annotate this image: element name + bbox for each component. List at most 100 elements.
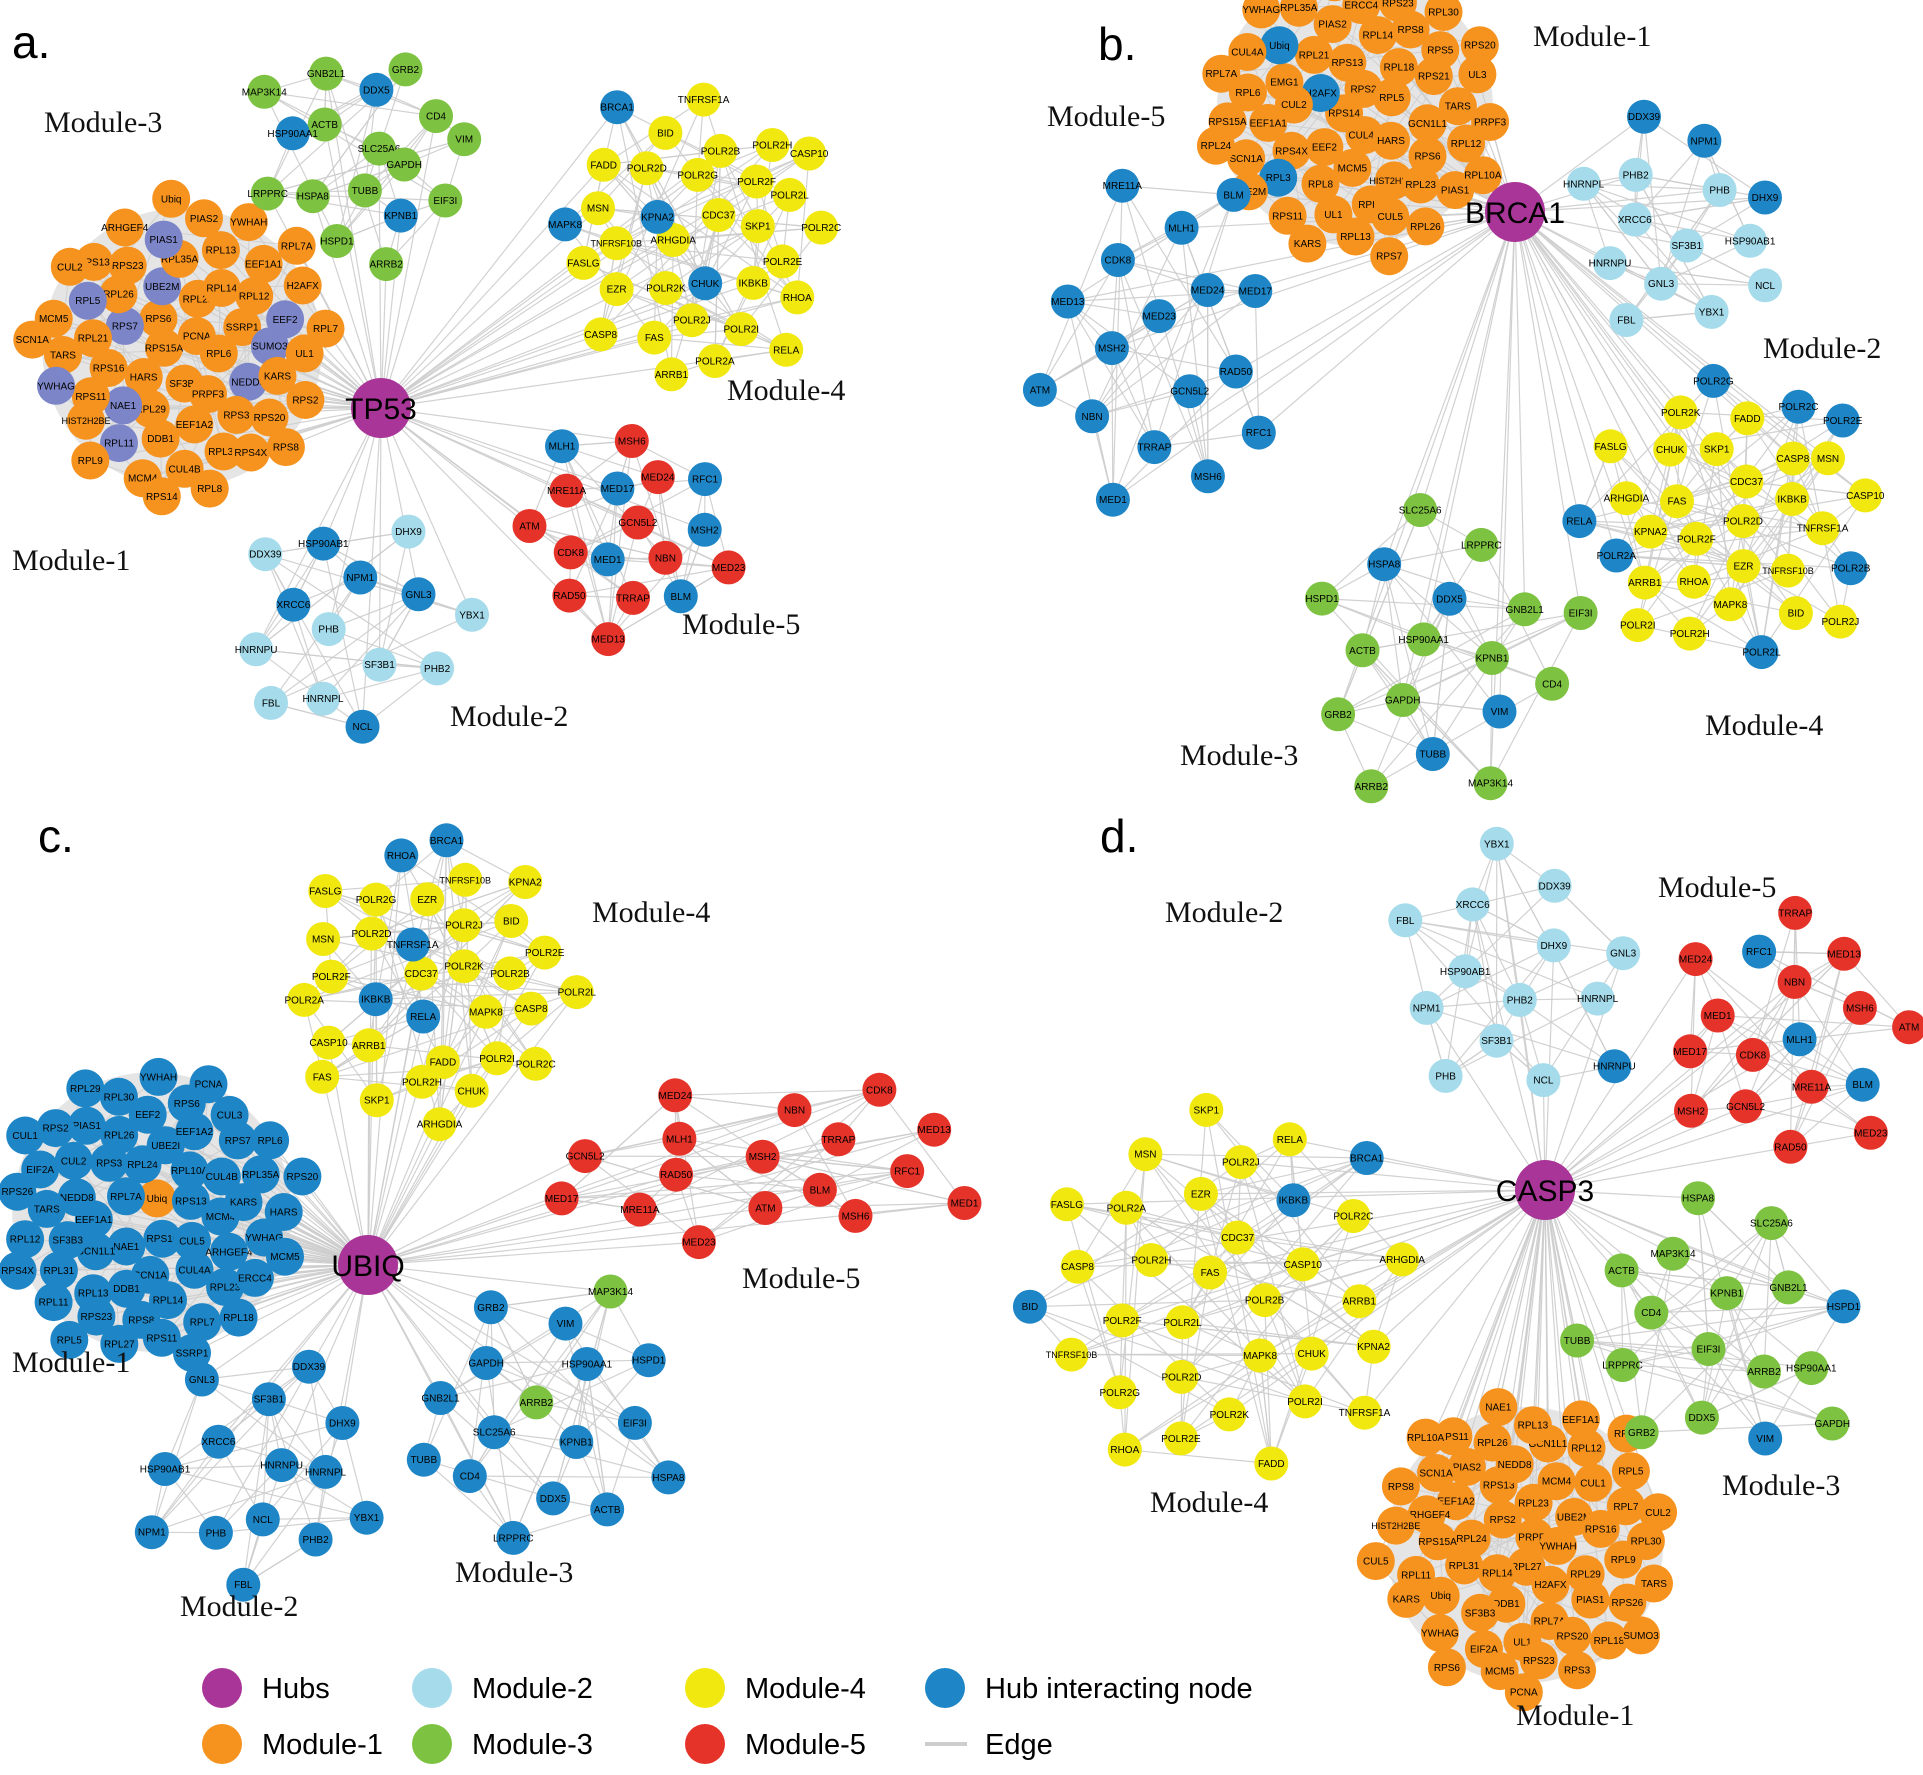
node-label: PHB xyxy=(1435,1071,1456,1082)
node-CHUK: CHUK xyxy=(1294,1336,1329,1371)
edge xyxy=(164,1422,343,1470)
hub-edge xyxy=(1154,211,1516,448)
edge xyxy=(1181,227,1209,477)
node-label: RPS23 xyxy=(112,261,144,272)
hub-edge xyxy=(1366,1157,1546,1191)
edge xyxy=(718,214,798,298)
edge xyxy=(1180,1215,1354,1439)
node-circle xyxy=(1448,954,1483,989)
node-circle xyxy=(314,959,349,994)
edge xyxy=(1641,1253,1674,1433)
node-label: SSRP1 xyxy=(226,323,259,334)
node-TNFRSF10B: TNFRSF10B xyxy=(591,226,642,261)
edge xyxy=(1371,683,1553,787)
node-circle xyxy=(512,509,547,543)
node-HSP90AB1: HSP90AB1 xyxy=(140,1452,191,1486)
edge xyxy=(1066,1203,1238,1239)
node-label: RPS14 xyxy=(1328,109,1360,120)
node-label: RPL11 xyxy=(39,1298,69,1309)
edge xyxy=(1717,1014,1910,1028)
node-RPL31: RPL31 xyxy=(1445,1546,1484,1585)
node-ATM: ATM xyxy=(748,1191,783,1225)
node-circle xyxy=(100,1324,139,1363)
node-ARRB2: ARRB2 xyxy=(1354,769,1388,804)
hub-edge xyxy=(324,124,382,409)
node-label: RPL9 xyxy=(78,456,103,467)
node-RPL11: RPL11 xyxy=(1327,0,1342,2)
node-label: DDX5 xyxy=(1689,1413,1716,1424)
node-POLR2I: POLR2I xyxy=(724,312,759,346)
node-circle xyxy=(1678,942,1713,977)
node-YBX1: YBX1 xyxy=(1479,826,1514,861)
node-POLR2I: POLR2I xyxy=(1620,608,1656,643)
node-SF3B1: SF3B1 xyxy=(251,1382,286,1417)
node-CASP8: CASP8 xyxy=(583,317,618,352)
node-label: GAPDH xyxy=(468,1359,504,1370)
node-circle xyxy=(1748,268,1783,303)
edge xyxy=(1745,981,1796,1107)
node-label: CUL4B xyxy=(1348,131,1381,142)
node-label: MSH6 xyxy=(1194,472,1222,483)
edge xyxy=(1745,1105,1871,1134)
node-CUL1: CUL1 xyxy=(6,1116,45,1155)
node-CUL4A: CUL4A xyxy=(1228,33,1267,71)
node-circle xyxy=(173,1334,211,1372)
node-circle xyxy=(620,505,655,540)
hub-edge xyxy=(380,215,402,409)
node-label: YBX1 xyxy=(1699,307,1725,318)
node-label: UL1 xyxy=(295,349,314,360)
node-label: ERCC4 xyxy=(1344,1,1378,12)
hub-edge xyxy=(1373,1189,1546,1348)
module-caption-c-Module-1: Module-1 xyxy=(12,1346,130,1379)
edge xyxy=(1200,1193,1272,1464)
node-label: PHB2 xyxy=(303,1535,330,1546)
node-label: NBN xyxy=(655,553,676,564)
edge xyxy=(1621,1269,1727,1294)
node-label: GAPDH xyxy=(386,160,422,171)
node-label: RELA xyxy=(1277,1135,1303,1146)
node-CASP8: CASP8 xyxy=(1060,1249,1095,1284)
node-circle xyxy=(566,245,601,280)
node-circle xyxy=(494,904,529,938)
node-label: RPL6 xyxy=(206,349,231,360)
node-circle xyxy=(1635,1564,1673,1603)
node-label: SF3B3 xyxy=(52,1236,83,1247)
node-circle xyxy=(1892,1010,1923,1045)
edge xyxy=(679,1138,908,1172)
edge xyxy=(796,153,810,298)
node-label: POLR2G xyxy=(677,170,718,181)
node-MED23: MED23 xyxy=(681,1225,716,1260)
node-circle xyxy=(591,622,626,657)
node-label: MED17 xyxy=(545,1194,579,1205)
hub-edge xyxy=(1498,211,1516,712)
node-RPL5: RPL5 xyxy=(50,1320,89,1359)
node-label: CDC37 xyxy=(405,969,438,980)
node-label: GNB2L1 xyxy=(421,1394,460,1405)
node-ARRB2: ARRB2 xyxy=(1747,1354,1781,1389)
node-label: CD4 xyxy=(460,1472,480,1483)
node-circle xyxy=(199,334,238,373)
node-label: RPS2 xyxy=(43,1124,70,1135)
edge xyxy=(1701,1367,1812,1419)
node-MED1: MED1 xyxy=(1700,998,1735,1033)
node-circle xyxy=(384,838,419,873)
node-circle xyxy=(680,157,715,192)
node-IKBKB: IKBKB xyxy=(1775,482,1810,516)
node-label: MED24 xyxy=(1679,955,1713,966)
node-circle xyxy=(447,949,482,984)
node-label: EEF1A2 xyxy=(1437,1497,1475,1508)
node-label: POLR2C xyxy=(801,223,841,234)
node-circle xyxy=(1432,581,1467,616)
node-POLR2H: POLR2H xyxy=(752,128,792,162)
edge xyxy=(151,1379,203,1533)
node-circle xyxy=(423,1381,458,1415)
node-label: RPS4X xyxy=(1275,146,1308,157)
node-circle xyxy=(1259,158,1298,197)
node-circle xyxy=(838,1198,873,1233)
edge xyxy=(485,1362,514,1538)
node-RAD50: RAD50 xyxy=(659,1157,694,1192)
node-label: UBE2I xyxy=(151,1141,180,1152)
node-GCN1L1: GCN1L1 xyxy=(1408,104,1447,143)
node-RPS6: RPS6 xyxy=(1427,1648,1466,1687)
node-circle xyxy=(821,1122,856,1157)
